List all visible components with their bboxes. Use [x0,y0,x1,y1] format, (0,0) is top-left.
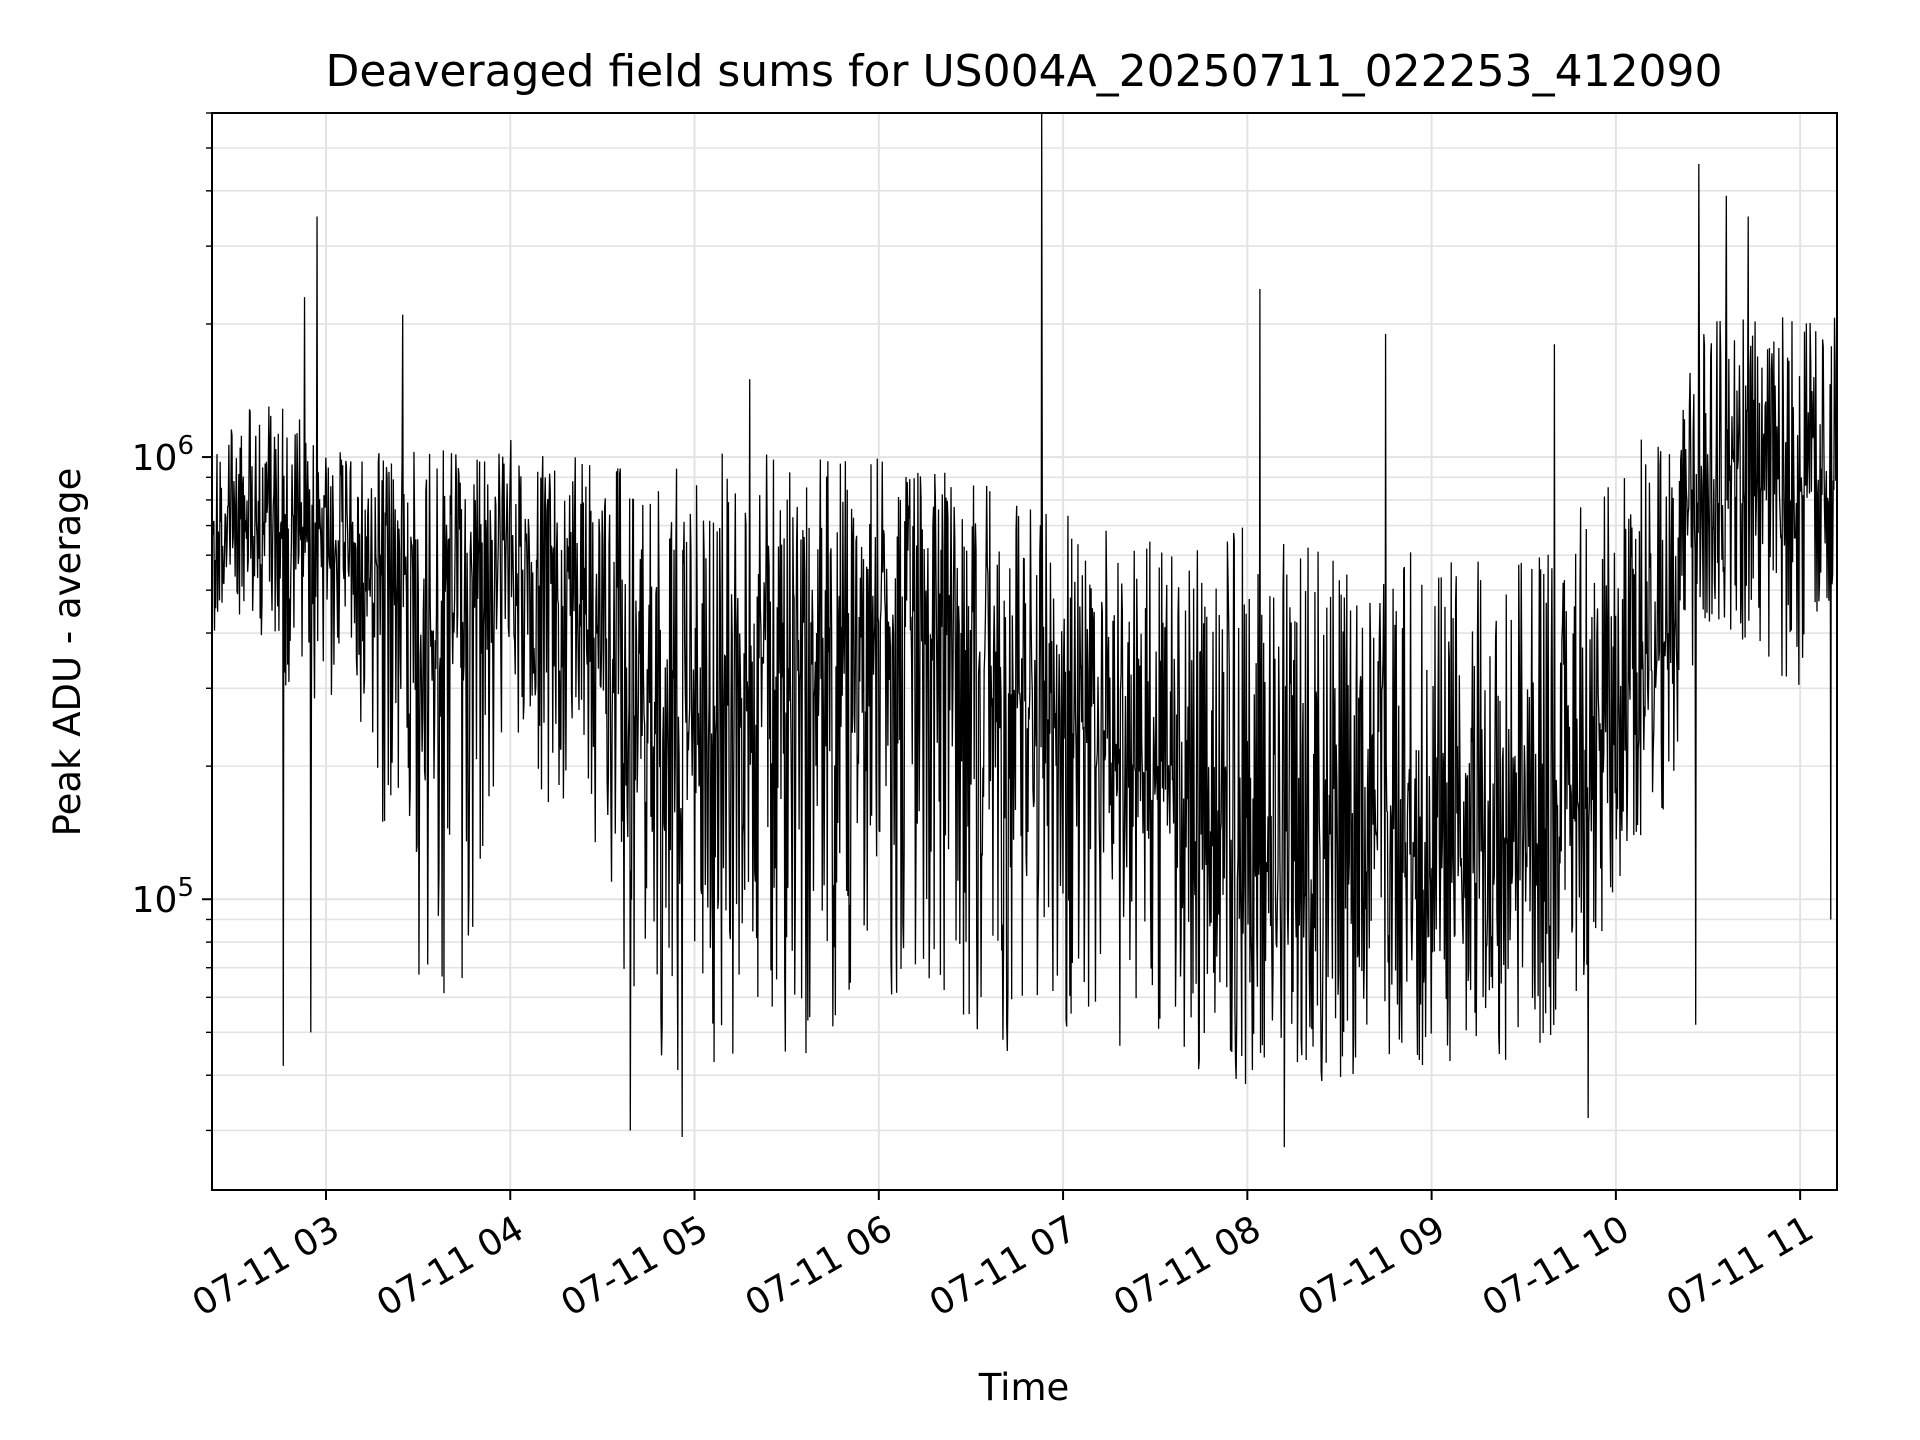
y-tick-exponent: 5 [177,873,194,903]
y-tick-exponent: 6 [177,431,194,461]
plot-area [211,112,1838,1148]
y-axis-label: Peak ADU - average [46,468,89,837]
y-tick-base: 10 [132,438,178,479]
y-tick-label: 106 [132,431,194,479]
x-axis-label: Time [978,1366,1070,1409]
chart-title: Deaveraged field sums for US004A_2025071… [325,46,1722,97]
plot-frame [211,112,1838,1191]
y-tick-base: 10 [132,880,178,921]
series-line [211,112,1838,1148]
y-tick-label: 105 [132,873,194,921]
